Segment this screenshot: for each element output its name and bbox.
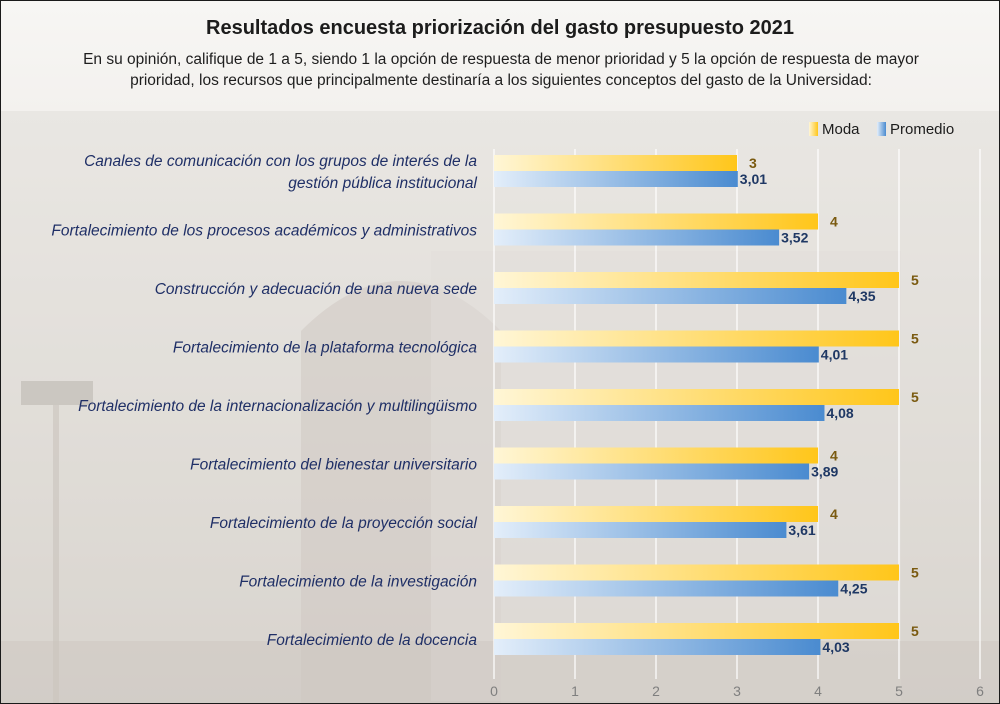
data-label-promedio: 4,03 [822, 639, 849, 655]
data-label-promedio: 3,89 [811, 464, 838, 480]
category-label: Canales de comunicación con los grupos d… [84, 153, 477, 170]
legend: Moda Promedio [809, 121, 954, 138]
category-label: Fortalecimiento de los procesos académic… [51, 223, 477, 240]
bar-promedio [494, 639, 821, 655]
bar-moda [494, 272, 899, 288]
data-label-promedio: 3,61 [788, 522, 815, 538]
x-tick-label: 5 [895, 683, 903, 699]
data-label-moda: 3 [749, 155, 757, 171]
bar-moda [494, 564, 899, 581]
bar-promedio [494, 229, 780, 246]
category-label: Fortalecimiento de la internacionalizaci… [78, 398, 477, 415]
value-labels: 33,0143,5254,3554,0154,0843,8943,6154,25… [740, 155, 919, 655]
data-label-moda: 5 [911, 623, 919, 639]
bar-moda [494, 155, 737, 171]
bar-promedio [494, 171, 738, 187]
bar-moda [494, 506, 818, 522]
legend-label-promedio: Promedio [890, 121, 954, 138]
data-label-promedio: 4,08 [826, 405, 853, 421]
category-label: Fortalecimiento de la plataforma tecnoló… [173, 340, 478, 357]
category-labels: Canales de comunicación con los grupos d… [51, 153, 477, 649]
data-label-moda: 4 [830, 448, 838, 464]
x-tick-label: 6 [976, 683, 984, 699]
x-axis-ticks: 0 1 2 3 4 5 6 [490, 683, 984, 699]
x-tick-label: 3 [733, 683, 741, 699]
bar-moda [494, 213, 818, 230]
data-label-moda: 4 [830, 214, 838, 230]
bar-promedio [494, 405, 825, 421]
legend-label-moda: Moda [822, 121, 860, 138]
bar-moda [494, 623, 899, 639]
legend-swatch-moda [809, 122, 818, 136]
bar-moda [494, 330, 899, 347]
data-label-moda: 4 [830, 506, 838, 522]
data-label-moda: 5 [911, 272, 919, 288]
bar-promedio [494, 288, 847, 304]
category-label: Fortalecimiento de la investigación [239, 574, 477, 591]
category-label: gestión pública institucional [288, 175, 477, 192]
x-tick-label: 0 [490, 683, 498, 699]
bars [494, 155, 899, 655]
category-label: Construcción y adecuación de una nueva s… [155, 281, 478, 298]
data-label-promedio: 4,01 [821, 347, 848, 363]
data-label-promedio: 4,35 [848, 288, 875, 304]
bar-moda [494, 447, 818, 464]
chart-title: Resultados encuesta priorización del gas… [206, 17, 794, 39]
bar-promedio [494, 346, 819, 363]
x-tick-label: 2 [652, 683, 660, 699]
data-label-moda: 5 [911, 565, 919, 581]
x-tick-label: 1 [571, 683, 579, 699]
data-label-moda: 5 [911, 331, 919, 347]
category-label: Fortalecimiento de la docencia [267, 632, 478, 649]
bar-promedio [494, 522, 787, 538]
chart-subtitle: En su opinión, califique de 1 a 5, siend… [83, 51, 919, 89]
data-label-promedio: 4,25 [840, 581, 867, 597]
bar-promedio [494, 580, 839, 597]
x-tick-label: 4 [814, 683, 822, 699]
legend-swatch-promedio [877, 122, 886, 136]
category-label: Fortalecimiento de la proyección social [210, 515, 478, 532]
category-label: Fortalecimiento del bienestar universita… [190, 457, 477, 474]
bar-promedio [494, 463, 810, 480]
data-label-promedio: 3,01 [740, 171, 767, 187]
bar-moda [494, 389, 899, 405]
data-label-promedio: 3,52 [781, 230, 808, 246]
data-label-moda: 5 [911, 389, 919, 405]
